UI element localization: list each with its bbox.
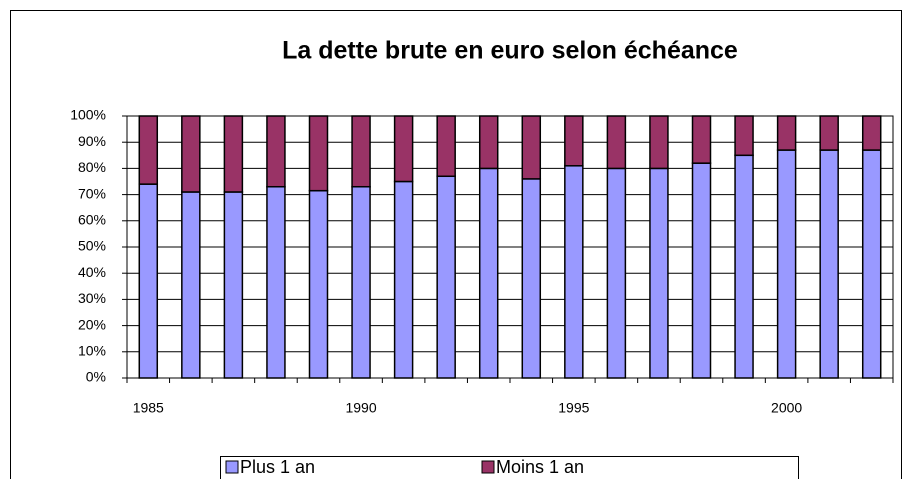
bar-segment [819, 115, 839, 151]
bar-segment [819, 149, 839, 379]
x-tick-label: 1990 [345, 400, 376, 416]
bar-segment [138, 183, 159, 379]
bar-segment [223, 191, 244, 379]
bar-segment [776, 115, 797, 151]
y-tick-label: 50% [78, 238, 106, 254]
bar-segment [564, 115, 584, 167]
bar-segment [181, 115, 201, 193]
y-tick-label: 40% [78, 264, 106, 280]
y-tick-label: 60% [78, 212, 106, 228]
bar-segment [691, 115, 712, 164]
bar-segment [393, 180, 414, 379]
bar-segment [691, 162, 712, 379]
bar-segment [308, 189, 329, 379]
bar-segment [734, 154, 754, 379]
y-tick-label: 70% [78, 185, 106, 201]
bar-segment [351, 115, 371, 188]
chart-title: La dette brute en euro selon échéance [282, 37, 738, 65]
bar-segment [478, 115, 499, 170]
bar-segment [436, 175, 456, 379]
bar-segment [308, 115, 329, 192]
bar-segment [351, 185, 371, 379]
bar-segment [649, 115, 669, 170]
y-tick-label: 100% [70, 107, 106, 123]
bar-segment [606, 167, 627, 379]
bar-segment [606, 115, 627, 170]
y-tick-label: 10% [78, 343, 106, 359]
y-tick-label: 0% [86, 369, 106, 385]
bar-segment [776, 149, 797, 379]
x-tick-label: 2000 [771, 400, 802, 416]
y-tick-label: 90% [78, 133, 106, 149]
y-tick-label: 20% [78, 316, 106, 332]
bar-segment [649, 167, 669, 379]
bar-segment [138, 115, 159, 185]
bar-segment [393, 115, 414, 183]
y-tick-label: 30% [78, 290, 106, 306]
bar-segment [436, 115, 456, 178]
legend-label: Plus 1 an [240, 457, 315, 477]
bar-segment [181, 191, 201, 379]
y-tick-label: 80% [78, 159, 106, 175]
bar-segment [266, 115, 286, 188]
legend-swatch [225, 460, 239, 474]
plot-border [126, 115, 894, 379]
x-tick-label: 1985 [133, 400, 164, 416]
bar-segment [521, 178, 542, 379]
x-tick-label: 1995 [558, 400, 589, 416]
bar-segment [861, 115, 882, 151]
legend-label: Moins 1 an [496, 457, 584, 477]
bar-segment [734, 115, 754, 157]
bar-segment [478, 167, 499, 379]
bar-segment [266, 185, 286, 379]
bar-segment [564, 165, 584, 379]
bar-segment [521, 115, 542, 180]
bar-segment [223, 115, 244, 193]
bar-segment [861, 149, 882, 379]
legend-swatch [481, 460, 495, 474]
legend-box [220, 456, 799, 479]
